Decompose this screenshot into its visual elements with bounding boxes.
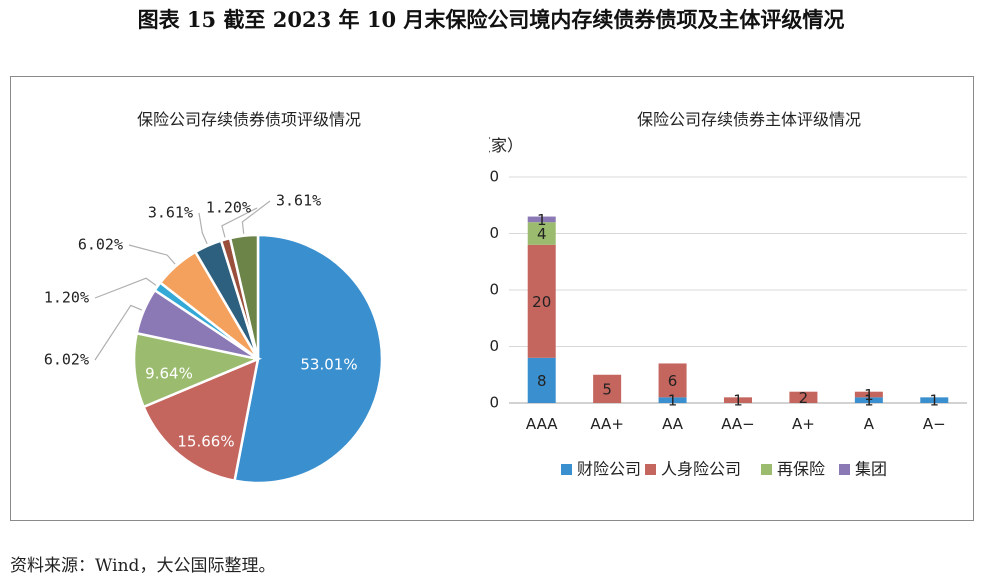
- y-tick-label: 30: [489, 224, 499, 242]
- pie-leader-line: [221, 207, 258, 238]
- x-tick-label: AA: [662, 415, 684, 433]
- bar-segment-label: 4: [537, 225, 547, 243]
- pie-slice: [132, 331, 263, 409]
- pie-slice-label: 15.66%: [177, 433, 234, 451]
- bar-segment-label: 1: [537, 211, 547, 229]
- bar-segment-label: 1: [668, 392, 678, 410]
- stacked-bar-chart: 保险公司存续债券主体评级情况 （家） 010203040 82041516121…: [489, 110, 967, 479]
- pie-slice-label: 3.61%: [276, 192, 321, 210]
- pie-slice-label: 9.64%: [145, 365, 193, 383]
- legend-swatch: [561, 464, 572, 475]
- pie-slice-label: 53.01%: [300, 356, 357, 374]
- bar-segment-label: 8: [537, 372, 547, 390]
- legend-label: 集团: [855, 460, 887, 479]
- legend-swatch: [839, 464, 850, 475]
- bar-segment: [789, 391, 818, 403]
- bar-segment: [854, 391, 883, 398]
- x-tick-label: A: [864, 415, 875, 433]
- pie-slice: [141, 356, 260, 483]
- pie-slice: [228, 233, 260, 360]
- legend-label: 再保险: [777, 460, 825, 479]
- pie-slice: [233, 233, 384, 485]
- x-tick-label: AA−: [721, 415, 755, 433]
- figure-title: 图表 15 截至 2023 年 10 月末保险公司境内存续债券债项及主体评级情况: [137, 7, 845, 32]
- pie-chart: 保险公司存续债券债项评级情况 53.01% 15.66% 9.64% 6.02% 1.2…: [44, 110, 384, 485]
- source-note: 资料来源：Wind，大公国际整理。: [10, 556, 276, 576]
- chart-frame: 保险公司存续债券债项评级情况 53.01% 15.66% 9.64% 6.02% 1.2…: [10, 76, 974, 521]
- y-tick-label: 40: [489, 168, 499, 186]
- pie-slice-label: 1.20%: [206, 199, 251, 217]
- bar-segment-label: 1: [864, 386, 874, 404]
- bar-segment-label: 1: [864, 392, 874, 410]
- bar-segment: [527, 222, 556, 245]
- bar-chart-title: 保险公司存续债券主体评级情况: [637, 110, 861, 129]
- bar-segment: [854, 397, 883, 403]
- y-tick-label: 10: [489, 337, 499, 355]
- bar-segment: [658, 363, 687, 398]
- bar-segment: [593, 374, 622, 403]
- bar-segment-label: 20: [532, 293, 551, 311]
- bar-segment: [527, 357, 556, 403]
- pie-slice-label: 3.61%: [148, 204, 193, 222]
- x-tick-label: AAA: [526, 415, 558, 433]
- pie-leader-line: [128, 244, 176, 265]
- bar-segment-label: 1: [930, 392, 940, 410]
- legend-swatch: [761, 464, 772, 475]
- bar-segment: [920, 397, 949, 403]
- x-tick-label: AA+: [590, 415, 624, 433]
- bar-y-axis-label: （家）: [489, 136, 523, 155]
- x-tick-label: A−: [923, 415, 946, 433]
- pie-leader-line: [198, 212, 208, 244]
- bar-segment-label: 2: [799, 389, 809, 407]
- pie-slice-label: 6.02%: [78, 236, 123, 254]
- bar-segment: [658, 397, 687, 403]
- legend-label: 财险公司: [577, 460, 641, 479]
- bar-segment-label: 6: [668, 372, 678, 390]
- bar-segment-label: 5: [602, 380, 612, 398]
- pie-leader-line: [241, 200, 271, 234]
- x-tick-label: A+: [792, 415, 815, 433]
- legend-swatch: [645, 464, 656, 475]
- legend-label: 人身险公司: [661, 460, 741, 479]
- bar-segment: [527, 244, 556, 358]
- y-tick-label: 0: [489, 394, 499, 412]
- pie-slice-label: 6.02%: [44, 351, 89, 369]
- pie-slice-label: 1.20%: [44, 289, 89, 307]
- pie-leader-line: [94, 277, 157, 299]
- bar-segment-label: 1: [733, 392, 743, 410]
- y-tick-label: 20: [489, 281, 499, 299]
- bar-segment: [527, 216, 556, 223]
- bar-segment: [724, 397, 752, 403]
- pie-leader-line: [94, 304, 143, 361]
- pie-chart-title: 保险公司存续债券债项评级情况: [137, 110, 361, 129]
